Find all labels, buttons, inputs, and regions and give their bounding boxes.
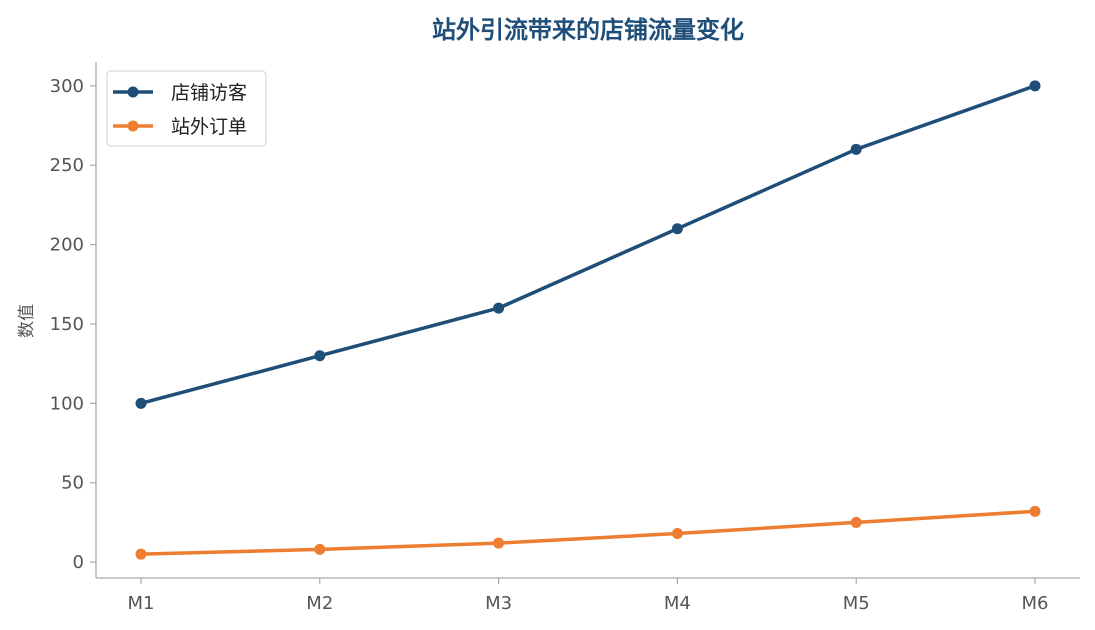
x-tick-label: M3 bbox=[485, 593, 512, 614]
series-layer bbox=[136, 80, 1041, 559]
data-point bbox=[851, 144, 862, 155]
x-tick-label: M6 bbox=[1022, 593, 1049, 614]
y-axis-label: 数值 bbox=[17, 304, 37, 338]
chart-title: 站外引流带来的店铺流量变化 bbox=[432, 16, 744, 44]
y-tick-label: 100 bbox=[50, 393, 84, 414]
y-ticks: 0 50 100 150 200 250 300 bbox=[50, 76, 96, 573]
y-tick-label: 300 bbox=[50, 76, 84, 97]
series-2 bbox=[136, 506, 1041, 560]
data-point bbox=[672, 223, 683, 234]
y-tick-label: 50 bbox=[61, 473, 84, 494]
data-point bbox=[136, 398, 147, 409]
y-tick-label: 150 bbox=[50, 314, 84, 335]
series-1 bbox=[136, 80, 1041, 409]
y-tick-label: 250 bbox=[50, 155, 84, 176]
y-tick-label: 0 bbox=[73, 552, 84, 573]
data-point bbox=[136, 549, 147, 560]
legend-marker bbox=[128, 87, 139, 98]
data-point bbox=[672, 528, 683, 539]
data-point bbox=[493, 303, 504, 314]
data-point bbox=[1030, 506, 1041, 517]
data-point bbox=[314, 350, 325, 361]
legend-label: 站外订单 bbox=[171, 116, 247, 138]
data-point bbox=[314, 544, 325, 555]
legend-marker bbox=[128, 121, 139, 132]
data-point bbox=[1030, 80, 1041, 91]
x-tick-label: M2 bbox=[306, 593, 333, 614]
x-tick-label: M1 bbox=[128, 593, 155, 614]
data-point bbox=[493, 538, 504, 549]
legend-label: 店铺访客 bbox=[171, 82, 247, 104]
series-line bbox=[141, 86, 1035, 404]
x-ticks: M1 M2 M3 M4 M5 M6 bbox=[128, 578, 1049, 614]
y-tick-label: 200 bbox=[50, 235, 84, 256]
x-tick-label: M5 bbox=[843, 593, 870, 614]
series-line bbox=[141, 511, 1035, 554]
data-point bbox=[851, 517, 862, 528]
x-tick-label: M4 bbox=[664, 593, 691, 614]
